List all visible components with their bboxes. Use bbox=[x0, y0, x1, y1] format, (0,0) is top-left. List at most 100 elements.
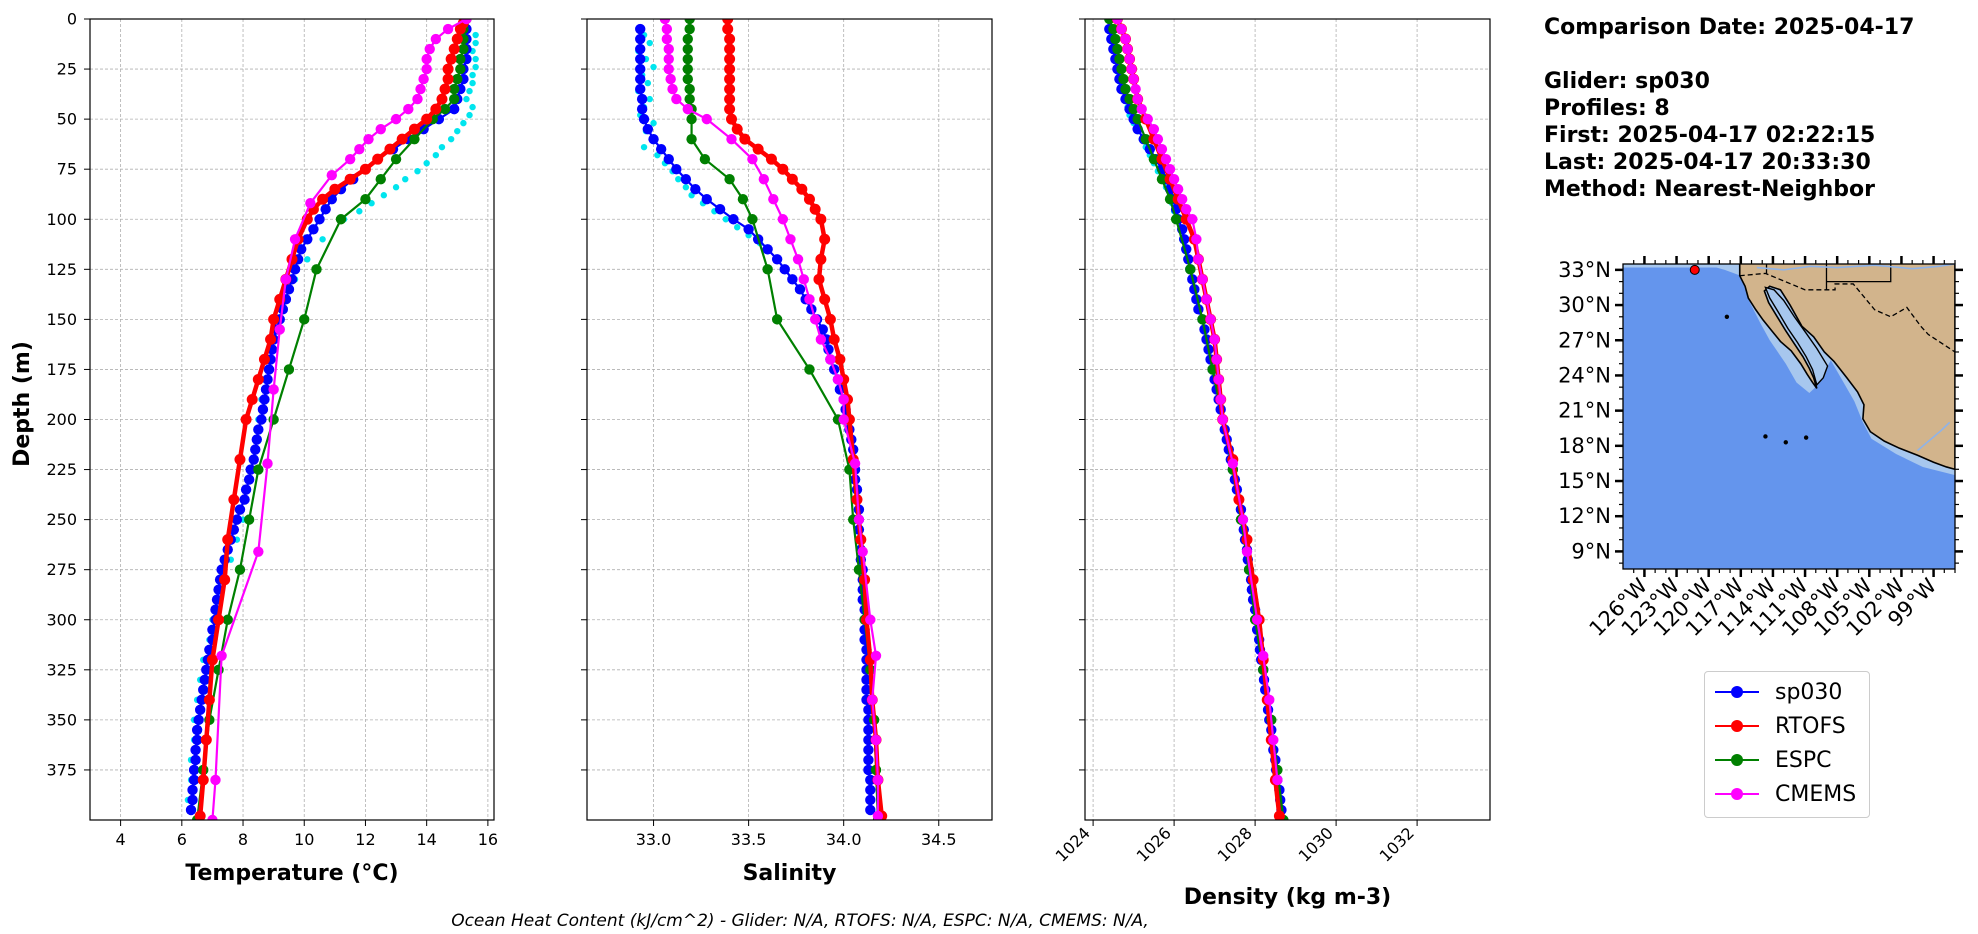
data-marker bbox=[1264, 694, 1275, 706]
data-marker bbox=[726, 113, 738, 125]
data-marker bbox=[1128, 73, 1139, 85]
data-marker bbox=[724, 103, 736, 115]
data-marker bbox=[762, 244, 773, 255]
data-marker bbox=[1152, 133, 1164, 145]
data-marker bbox=[449, 83, 460, 95]
data-marker bbox=[359, 163, 371, 175]
data-marker bbox=[671, 163, 682, 175]
data-marker bbox=[252, 373, 264, 385]
data-marker bbox=[724, 83, 736, 95]
data-marker bbox=[193, 714, 204, 726]
data-marker bbox=[308, 224, 319, 235]
island bbox=[1783, 440, 1788, 445]
data-marker bbox=[638, 113, 650, 125]
data-marker bbox=[865, 784, 876, 796]
data-marker bbox=[442, 73, 454, 85]
data-marker bbox=[200, 734, 212, 746]
profile-point bbox=[469, 103, 476, 111]
island bbox=[1763, 434, 1768, 439]
x-tick-label: 1028 bbox=[1214, 823, 1256, 865]
profile-count: Profiles: 8 bbox=[1544, 96, 1670, 121]
profile-point bbox=[460, 119, 467, 127]
y-tick-label: 375 bbox=[46, 760, 77, 779]
data-marker bbox=[375, 174, 386, 185]
data-marker bbox=[280, 274, 292, 285]
data-marker bbox=[289, 234, 301, 245]
y-tick-label: 125 bbox=[46, 260, 77, 279]
data-marker bbox=[768, 194, 779, 205]
grid bbox=[90, 18, 494, 820]
data-marker bbox=[737, 194, 749, 205]
data-marker bbox=[747, 214, 758, 225]
data-marker bbox=[758, 174, 770, 185]
data-marker bbox=[724, 73, 736, 85]
profile-point bbox=[414, 167, 421, 175]
data-marker bbox=[724, 174, 735, 185]
data-marker bbox=[665, 73, 676, 85]
profile-point bbox=[472, 55, 479, 63]
y-tick-label: 75 bbox=[57, 160, 77, 179]
x-tick-label: 1032 bbox=[1376, 823, 1418, 865]
data-marker bbox=[448, 43, 460, 55]
data-marker bbox=[320, 204, 331, 215]
data-marker bbox=[239, 494, 250, 505]
data-marker bbox=[671, 93, 682, 105]
y-tick-label: 25 bbox=[57, 60, 77, 79]
legend-label: CMEMS bbox=[1775, 781, 1857, 807]
data-marker bbox=[203, 694, 215, 706]
data-marker bbox=[354, 143, 365, 155]
data-marker bbox=[661, 33, 673, 45]
data-marker bbox=[234, 454, 246, 466]
data-marker bbox=[1130, 83, 1141, 95]
data-marker bbox=[872, 774, 884, 786]
data-marker bbox=[234, 564, 246, 575]
x-tick-label: 34.0 bbox=[826, 830, 862, 849]
data-marker bbox=[817, 324, 828, 335]
data-marker bbox=[804, 364, 815, 375]
data-marker bbox=[439, 83, 451, 95]
data-marker bbox=[187, 784, 198, 796]
data-marker bbox=[663, 63, 674, 75]
profile-point bbox=[432, 151, 440, 159]
series-sp030 bbox=[185, 23, 472, 816]
data-marker bbox=[636, 93, 648, 105]
data-marker bbox=[1191, 234, 1202, 245]
data-marker bbox=[682, 103, 693, 115]
data-marker bbox=[1164, 163, 1176, 175]
data-marker bbox=[424, 43, 435, 55]
profile-point bbox=[646, 95, 653, 103]
legend-swatch bbox=[1715, 685, 1759, 699]
data-marker bbox=[262, 458, 273, 469]
data-marker bbox=[1112, 19, 1123, 25]
land bbox=[1738, 264, 1955, 471]
data-marker bbox=[1185, 264, 1196, 275]
x-tick-label: 34.5 bbox=[921, 830, 957, 849]
river bbox=[1917, 421, 1951, 452]
data-marker bbox=[302, 234, 313, 245]
data-marker bbox=[1116, 63, 1127, 75]
data-marker bbox=[863, 734, 874, 746]
y-tick-label: 150 bbox=[46, 310, 77, 329]
salinity-panel: 33.0 33.5 34.0 34.5 Salinity bbox=[581, 18, 993, 886]
data-marker bbox=[219, 574, 231, 586]
x-axis-label: Salinity bbox=[743, 861, 837, 886]
data-marker bbox=[699, 153, 711, 165]
data-marker bbox=[289, 264, 301, 275]
data-marker bbox=[779, 264, 790, 275]
data-marker bbox=[454, 23, 466, 35]
map-body bbox=[1623, 264, 1955, 569]
temperature-panel: 4 6 8 10 12 14 16 0 25 50 75 100 125 150 175 200 225 250 2… bbox=[46, 10, 498, 887]
x-axis-label: Density (kg m-3) bbox=[1184, 885, 1392, 910]
data-marker bbox=[216, 650, 227, 661]
data-marker bbox=[857, 546, 868, 557]
series-line bbox=[1116, 19, 1279, 781]
y-tick-label: 350 bbox=[46, 710, 77, 729]
data-marker bbox=[1258, 650, 1269, 661]
last-profile-time: Last: 2025-04-17 20:33:30 bbox=[1544, 150, 1871, 175]
data-marker bbox=[1273, 810, 1285, 820]
data-marker bbox=[771, 254, 783, 265]
data-marker bbox=[283, 364, 295, 375]
profile-point bbox=[734, 224, 741, 231]
x-tick-label: 1030 bbox=[1295, 823, 1337, 865]
